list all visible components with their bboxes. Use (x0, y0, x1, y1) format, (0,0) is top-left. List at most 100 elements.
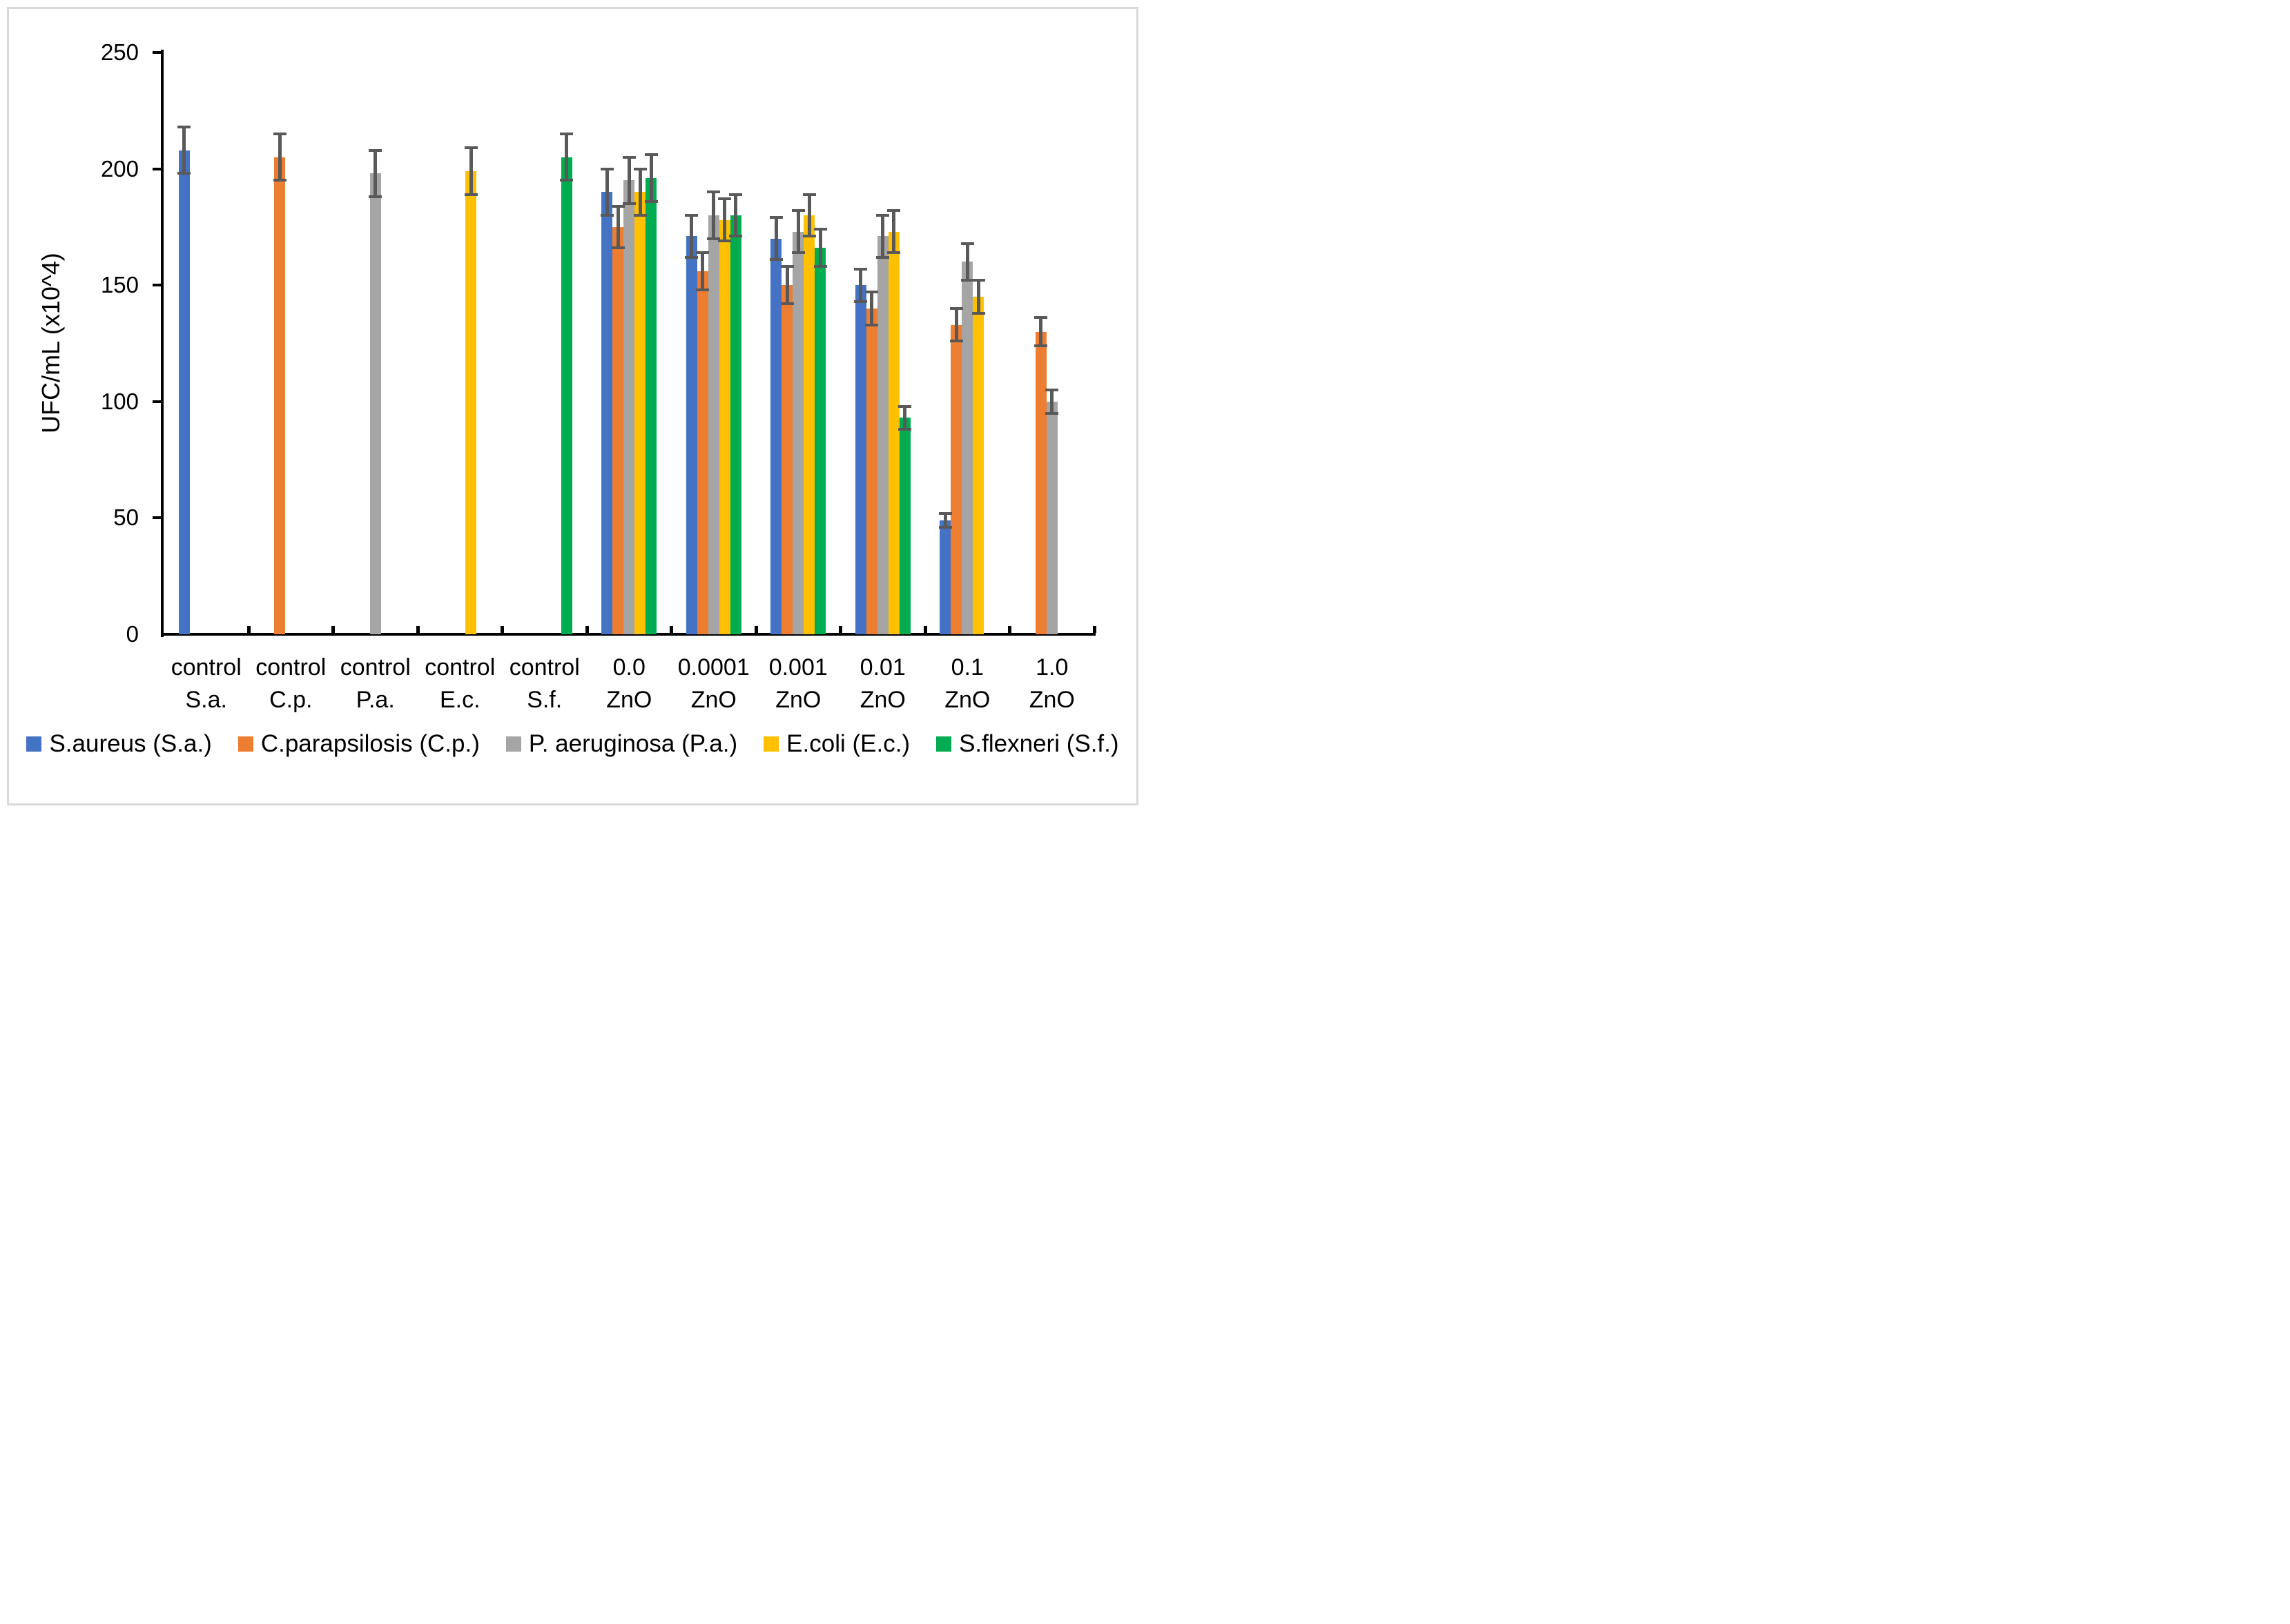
x-axis-tick (1008, 626, 1011, 633)
y-axis-line (161, 50, 164, 637)
bar (646, 178, 657, 634)
y-tick-label: 200 (100, 155, 139, 182)
error-bar-line (807, 194, 811, 237)
error-bar-line (892, 211, 896, 253)
bar (730, 215, 741, 634)
bar (899, 418, 911, 634)
error-bar-cap (971, 311, 985, 315)
error-bar-cap (887, 251, 901, 254)
x-tick-label-line: control (171, 654, 242, 681)
error-bar-line (1039, 317, 1043, 346)
error-bar-cap (876, 214, 890, 217)
x-axis-tick (670, 626, 673, 633)
legend-label: E.coli (E.c.) (786, 730, 911, 757)
y-axis-tick (153, 167, 161, 170)
x-tick-label-line: C.p. (269, 687, 313, 713)
x-tick-label: 0.0001 ZnO (672, 652, 757, 716)
error-bar-cap (633, 167, 647, 170)
error-bar-cap (780, 265, 794, 268)
x-tick-label: 1.0 ZnO (1010, 652, 1095, 716)
error-bar-cap (729, 193, 743, 196)
error-bar-cap (560, 133, 574, 136)
bar (1046, 401, 1058, 634)
error-bar-cap (1034, 344, 1048, 347)
legend-item: C.parapsilosis (C.p.) (237, 730, 480, 758)
x-tick-label: control E.c. (418, 652, 503, 716)
error-bar-line (870, 292, 874, 325)
error-bar-cap (729, 235, 743, 238)
error-bar-cap (938, 525, 952, 529)
error-bar-line (469, 148, 473, 195)
error-bar-cap (887, 209, 901, 213)
error-bar-line (943, 513, 947, 527)
error-bar-cap (769, 216, 783, 219)
x-axis-labels: control S.a. control C.p. control P.a. control… (0, 0, 1145, 812)
x-tick-label: 0.01 ZnO (841, 652, 926, 716)
error-bar-cap (696, 251, 710, 254)
error-bar-cap (369, 195, 382, 199)
bar (793, 231, 804, 634)
error-bar-line (903, 406, 907, 430)
x-tick-label-line: control (255, 654, 327, 681)
bar (782, 285, 793, 634)
error-bar-cap (644, 199, 658, 203)
x-tick-label: 0.001 ZnO (756, 652, 841, 716)
x-tick-label-line: P.a. (356, 687, 395, 713)
error-bar-cap (1034, 316, 1048, 320)
error-bar-cap (960, 279, 974, 282)
x-axis-tick (754, 626, 758, 633)
error-bar-line (627, 157, 631, 204)
x-tick-label: control C.p. (249, 652, 333, 716)
x-axis-tick (585, 626, 589, 633)
x-axis-tick (416, 626, 420, 633)
error-bar-cap (813, 228, 827, 231)
bar (601, 192, 613, 634)
x-tick-label-line: control (340, 654, 411, 681)
error-bar-line (796, 211, 800, 253)
error-bar-cap (865, 323, 879, 326)
x-tick-label-line: 0.0 ZnO (606, 654, 652, 713)
y-axis-tick (153, 400, 161, 403)
error-bar-cap (971, 279, 985, 282)
error-bar-cap (273, 179, 287, 182)
bar (962, 262, 973, 634)
error-bar-cap (611, 204, 625, 208)
x-axis-line (161, 633, 1096, 636)
x-axis-tick (246, 626, 251, 633)
error-bar-line (373, 150, 378, 197)
error-bar-cap (854, 267, 868, 271)
bar (940, 520, 951, 634)
x-axis-tick (839, 626, 842, 633)
x-tick-label-line: 0.1 ZnO (944, 654, 991, 713)
error-bar-cap (949, 340, 963, 343)
bar (951, 324, 962, 634)
x-axis-tick (923, 626, 927, 633)
bar (973, 297, 984, 634)
error-bar-line (965, 243, 969, 281)
x-tick-label-line: ZnO (690, 687, 737, 713)
legend-item: S.flexneri (S.f.) (936, 730, 1119, 758)
error-bar-line (605, 168, 609, 216)
error-bar-line (690, 215, 694, 257)
error-bar-cap (802, 193, 816, 196)
x-tick-label: 0.0 ZnO (587, 652, 672, 716)
bar (719, 219, 730, 634)
bar (274, 157, 286, 634)
bar (561, 157, 572, 634)
x-tick-label: control S.a. (164, 652, 249, 716)
bar (815, 248, 826, 634)
error-bar-cap (769, 258, 783, 262)
error-bar-cap (622, 155, 636, 159)
error-bar-cap (949, 306, 963, 310)
bar (369, 173, 381, 634)
error-bar-cap (560, 179, 574, 182)
error-bar-line (774, 217, 778, 260)
error-bar-cap (644, 153, 658, 157)
legend-label: S.flexneri (S.f.) (959, 730, 1119, 757)
y-tick-label: 250 (100, 39, 139, 65)
error-bar-cap (854, 300, 868, 303)
error-bar-line (785, 266, 789, 304)
bar (612, 226, 624, 634)
error-bar-line (723, 199, 727, 242)
bar (1035, 331, 1047, 634)
